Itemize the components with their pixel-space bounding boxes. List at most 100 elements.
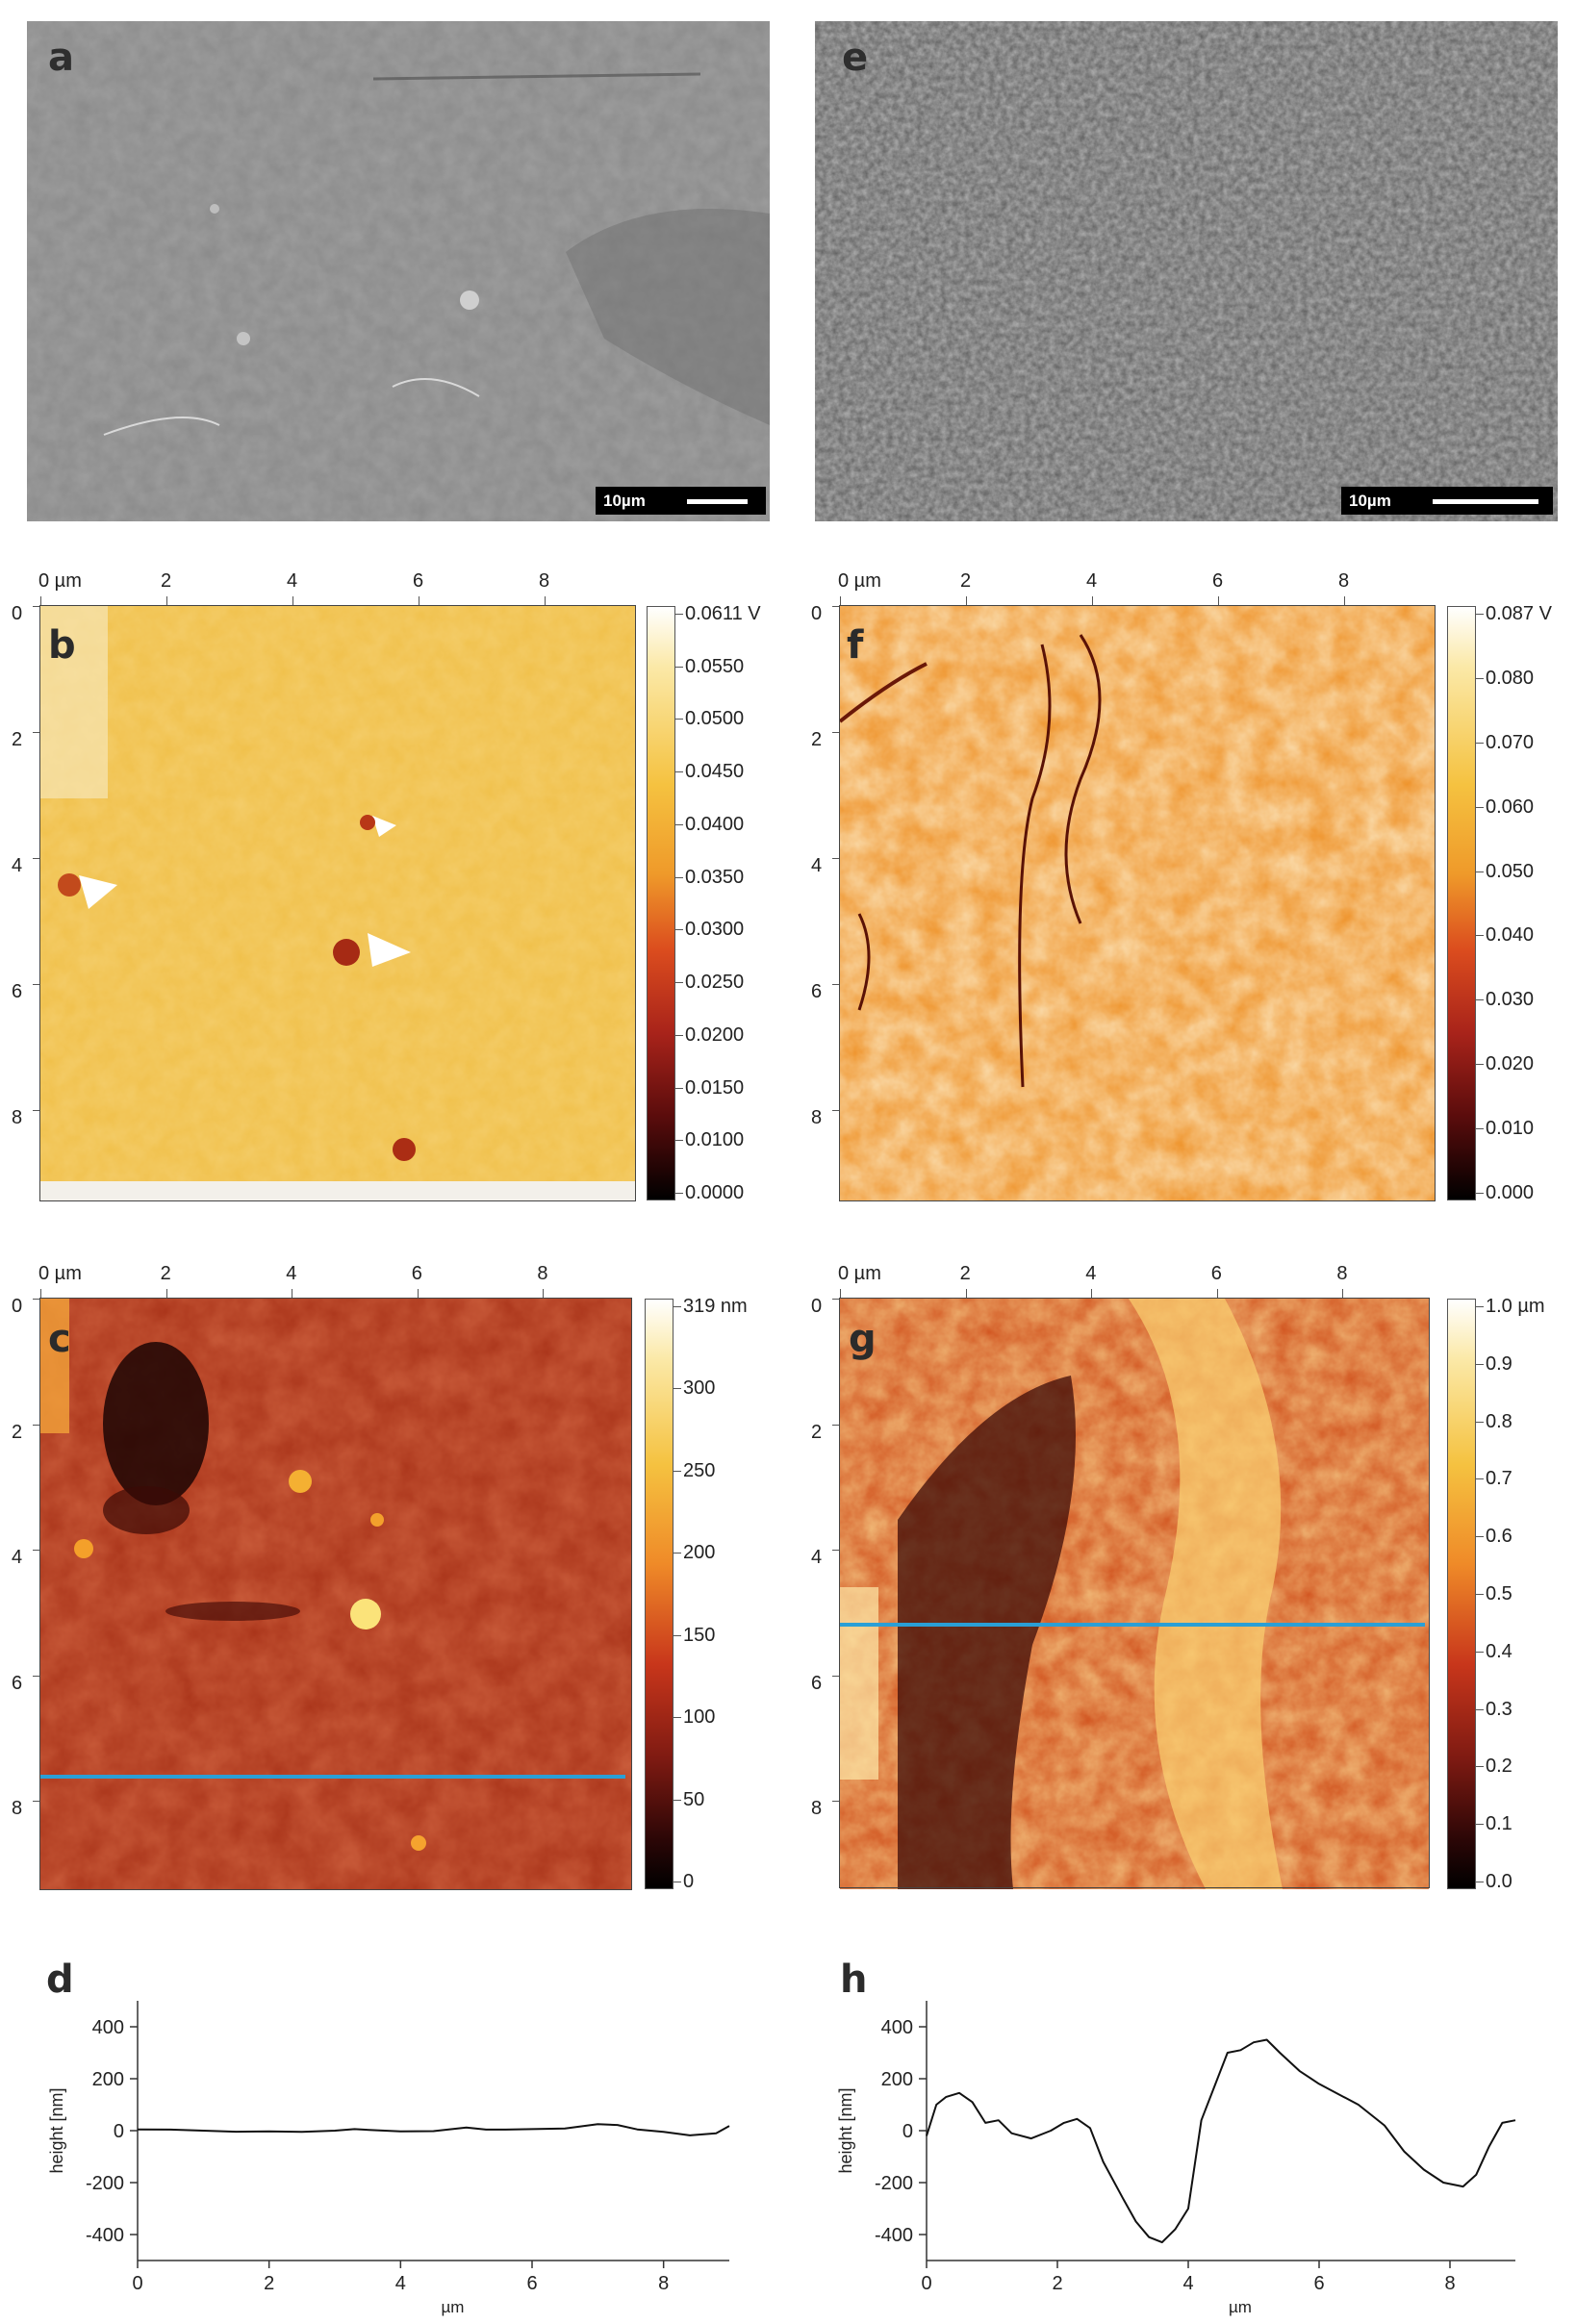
colorbar-tick-label: 0.000 xyxy=(1486,1182,1535,1203)
colorbar-tick-mark xyxy=(1476,1128,1484,1130)
profile-line xyxy=(40,1775,625,1779)
y-tick-mark xyxy=(33,858,40,859)
afm-map-c xyxy=(40,1299,631,1889)
x-tick-label: 8 xyxy=(539,570,550,592)
map-frame xyxy=(839,605,1436,1201)
colorbar-tick-mark xyxy=(1476,1478,1484,1480)
colorbar-tick-label: 0.0550 xyxy=(685,655,745,677)
y-tick-label: 4 xyxy=(12,855,23,876)
x-tick-label: 4 xyxy=(1182,2273,1193,2294)
x-tick-mark xyxy=(1344,596,1345,606)
x-tick-label: 0 µm xyxy=(838,570,881,592)
y-tick-label: 4 xyxy=(811,1547,823,1569)
x-tick-mark xyxy=(840,1289,841,1299)
colorbar-tick-mark xyxy=(1476,742,1484,744)
x-tick-label: 4 xyxy=(395,2273,406,2294)
colorbar-tick-mark xyxy=(675,1087,683,1089)
colorbar-tick-label: 0.0400 xyxy=(685,813,745,835)
colorbar-tick-mark xyxy=(674,1553,681,1554)
colorbar-tick-mark xyxy=(1476,935,1484,937)
height-profile-d: -400 -200 0 200 400 0 2 4 6 8 µm height [nm] xyxy=(0,1982,770,2324)
colorbar-tick-label: 0 xyxy=(683,1871,695,1892)
x-axis-label: µm xyxy=(442,2298,465,2316)
colorbar-tick-mark xyxy=(674,1717,681,1719)
panel-label-b: b xyxy=(48,623,76,668)
sem-image-a: a 10µm xyxy=(27,21,770,521)
x-tick-mark xyxy=(965,1289,967,1299)
y-tick-label: 6 xyxy=(811,1672,823,1694)
colorbar-tick-mark xyxy=(674,1634,681,1636)
profile-line xyxy=(840,1623,1425,1627)
colorbar xyxy=(1447,606,1476,1200)
panel-label-d: d xyxy=(46,1958,74,2002)
x-tick-label: 8 xyxy=(1336,1263,1348,1284)
y-tick-label: 2 xyxy=(811,1421,823,1443)
y-tick-mark xyxy=(33,1675,40,1677)
colorbar xyxy=(645,1299,674,1889)
colorbar-tick-label: 0.4 xyxy=(1486,1640,1512,1662)
x-tick-label: 4 xyxy=(287,570,298,592)
x-tick-mark xyxy=(40,1289,41,1299)
x-tick-label: 4 xyxy=(286,1263,297,1284)
x-tick-label: 2 xyxy=(264,2273,274,2294)
y-tick-label: -400 xyxy=(875,2225,913,2246)
y-tick-label: 8 xyxy=(12,1107,23,1128)
y-tick-label: -400 xyxy=(86,2225,124,2246)
y-tick-label: -200 xyxy=(86,2173,124,2194)
colorbar-tick-label: 0.2 xyxy=(1486,1756,1512,1778)
x-tick-label: 0 xyxy=(921,2273,931,2294)
colorbar-tick-mark xyxy=(675,1193,683,1194)
colorbar-tick-label: 0.070 xyxy=(1486,731,1535,753)
colorbar-tick-mark xyxy=(674,1306,681,1307)
y-tick-mark xyxy=(33,1801,40,1803)
colorbar-tick-label: 0.030 xyxy=(1486,989,1535,1011)
colorbar-tick-mark xyxy=(1476,1064,1484,1066)
x-tick-mark xyxy=(543,1289,545,1299)
colorbar-tick-mark xyxy=(1476,614,1484,615)
panel-label-h: h xyxy=(840,1958,868,2002)
y-tick-label: 0 xyxy=(811,603,823,624)
x-tick-label: 2 xyxy=(1052,2273,1062,2294)
colorbar-tick-label: 0.6 xyxy=(1486,1526,1512,1548)
y-tick-mark xyxy=(832,606,840,607)
colorbar-tick-mark xyxy=(675,771,683,773)
colorbar-tick-mark xyxy=(675,719,683,720)
colorbar-tick-mark xyxy=(1476,1651,1484,1653)
x-tick-mark xyxy=(1091,1289,1093,1299)
colorbar-tick-mark xyxy=(1476,1363,1484,1365)
colorbar-tick-label: 1.0 µm xyxy=(1486,1296,1545,1317)
map-frame xyxy=(39,605,636,1201)
scale-bar-a: 10µm xyxy=(596,487,766,515)
map-frame xyxy=(39,1298,632,1890)
colorbar-tick-label: 0.010 xyxy=(1486,1118,1535,1140)
x-tick-label: 2 xyxy=(160,1263,171,1284)
y-tick-mark xyxy=(832,1110,840,1111)
x-tick-mark xyxy=(840,596,841,606)
y-tick-label: 8 xyxy=(811,1107,823,1128)
y-tick-label: 0 xyxy=(811,1296,823,1317)
colorbar-tick-label: 0.0150 xyxy=(685,1076,745,1099)
x-tick-label: 6 xyxy=(413,570,424,592)
y-tick-label: 8 xyxy=(12,1798,23,1820)
x-tick-mark xyxy=(40,596,41,606)
y-tick-label: 4 xyxy=(12,1547,23,1569)
x-tick-label: 6 xyxy=(1313,2273,1324,2294)
scale-bar-e: 10µm xyxy=(1341,487,1553,515)
panel-label-g: g xyxy=(849,1317,877,1361)
x-tick-label: 6 xyxy=(411,1263,422,1284)
x-tick-label: 8 xyxy=(537,1263,548,1284)
x-tick-mark xyxy=(1092,596,1093,606)
x-tick-label: 2 xyxy=(161,570,172,592)
y-tick-mark xyxy=(832,1299,840,1300)
colorbar-tick-mark xyxy=(1476,1708,1484,1710)
colorbar-tick-mark xyxy=(675,1140,683,1142)
x-tick-mark xyxy=(1216,1289,1218,1299)
colorbar xyxy=(1447,1299,1476,1889)
colorbar-tick-mark xyxy=(1476,1824,1484,1826)
colorbar-tick-label: 0.020 xyxy=(1486,1053,1535,1075)
y-tick-label: 6 xyxy=(811,981,823,1002)
x-tick-label: 0 µm xyxy=(38,570,82,592)
x-tick-label: 4 xyxy=(1085,1263,1097,1284)
colorbar-tick-label: 100 xyxy=(683,1706,716,1729)
colorbar-tick-label: 0.7 xyxy=(1486,1468,1512,1490)
